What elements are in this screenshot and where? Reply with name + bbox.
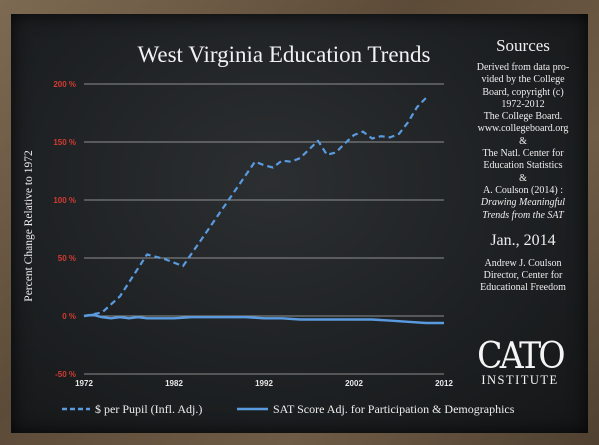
y-tick-label: 150 % bbox=[53, 138, 76, 147]
source-line: Drawing Meaningful bbox=[480, 197, 566, 209]
source-line: Board, copyright (c) bbox=[482, 86, 564, 98]
logo-wordmark: CATO bbox=[477, 336, 565, 377]
legend-label-sat: SAT Score Adj. for Participation & Demog… bbox=[273, 402, 515, 416]
author-line: Educational Freedom bbox=[480, 282, 566, 294]
series-line-sat-score bbox=[83, 313, 444, 325]
chart-title: West Virginia Education Trends bbox=[138, 42, 431, 67]
y-tick-label: 200 % bbox=[53, 80, 76, 89]
source-line: Derived from data pro- bbox=[476, 62, 570, 73]
y-tick-label: 0 % bbox=[62, 312, 76, 321]
source-line: Trends from the SAT bbox=[482, 209, 564, 221]
legend: $ per Pupil (Infl. Adj.) SAT Score Adj. … bbox=[62, 402, 515, 416]
series-lines bbox=[83, 97, 444, 325]
author-line: Andrew J. Coulson bbox=[484, 257, 562, 269]
legend-label-cost: $ per Pupil (Infl. Adj.) bbox=[95, 402, 202, 416]
x-tick-label: 1992 bbox=[255, 379, 273, 388]
source-line: The Natl. Center for bbox=[482, 148, 564, 160]
y-tick-label: 50 % bbox=[58, 254, 76, 263]
x-tick-label: 2012 bbox=[435, 379, 453, 388]
source-line: A. Coulson (2014) : bbox=[483, 184, 563, 196]
y-tick-labels: -50 % 0 % 50 % 100 % 150 % 200 % bbox=[53, 80, 76, 379]
author-credit: Andrew J. Coulson Director, Center for Edu… bbox=[459, 258, 587, 295]
x-tick-label: 2002 bbox=[345, 379, 363, 388]
x-tick-label: 1972 bbox=[75, 379, 93, 388]
source-line: 1972-2012 bbox=[501, 98, 545, 110]
source-line: & bbox=[519, 172, 527, 184]
x-tick-label: 1982 bbox=[165, 379, 183, 388]
sources-heading: Sources bbox=[496, 36, 550, 55]
grid-lines bbox=[84, 83, 444, 375]
sources-panel: Sources Derived from data pro-vided by t… bbox=[459, 36, 587, 295]
y-axis-label: Percent Change Relative to 1972 bbox=[23, 150, 35, 302]
source-line: vided by the College bbox=[481, 74, 565, 86]
source-line: Education Statistics bbox=[483, 160, 563, 172]
source-line: The College Board. bbox=[483, 111, 563, 123]
y-tick-label: -50 % bbox=[55, 370, 76, 379]
source-line: & bbox=[519, 135, 527, 147]
y-tick-label: 100 % bbox=[53, 196, 76, 205]
series-line-cost-per-pupil bbox=[83, 97, 427, 318]
x-tick-labels: 1972 1982 1992 2002 2012 bbox=[75, 379, 453, 388]
author-line: Director, Center for bbox=[483, 270, 563, 282]
cato-institute-logo: CATO INSTITUTE bbox=[465, 338, 575, 394]
sources-text: Derived from data pro-vided by the Colle… bbox=[459, 62, 587, 222]
publication-date: Jan., 2014 bbox=[490, 231, 556, 249]
logo-subtitle: INSTITUTE bbox=[481, 373, 559, 387]
source-line: www.collegeboard.org bbox=[477, 123, 569, 135]
